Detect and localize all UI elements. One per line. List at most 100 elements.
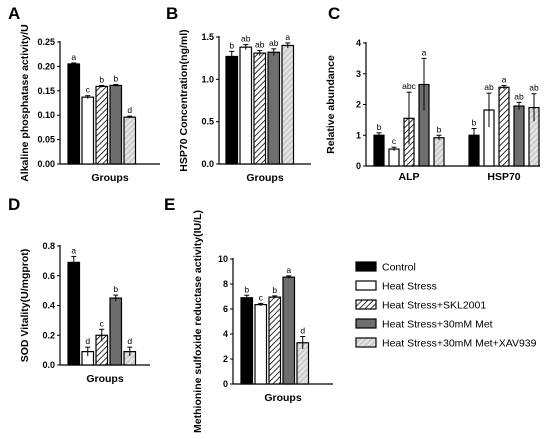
bar-met [109, 84, 123, 165]
bar-control [240, 297, 254, 385]
significance-label: b [244, 284, 249, 294]
bar-met-xav939 [123, 116, 137, 165]
significance-label: abc [402, 81, 416, 91]
bar-skl2001 [268, 296, 282, 385]
significance-label: ab [269, 38, 279, 48]
significance-label: b [272, 285, 277, 295]
y-axis-title: Alkaline phosphatase activity/U [19, 24, 31, 182]
x-axis-title: Groups [264, 392, 301, 404]
significance-label: b [377, 122, 382, 132]
panel-letter: B [166, 4, 178, 23]
significance-label: a [285, 32, 290, 42]
panel-letter: C [328, 4, 340, 23]
panel-letter: E [164, 195, 175, 214]
y-tick-label: 0.05 [37, 135, 55, 145]
y-tick-label: 0.4 [42, 301, 55, 311]
y-tick-label: 1.5 [201, 32, 214, 42]
significance-label: c [392, 136, 397, 146]
y-tick-label: 4 [223, 329, 228, 339]
y-tick-label: 0.8 [42, 241, 55, 251]
legend-swatch-met [355, 318, 377, 329]
y-tick-label: 10 [218, 254, 228, 264]
panel-d: D 0.0 0.2 0.4 0.6 0.8 SOD Vitality(U/mgprot) a d… [8, 195, 150, 385]
legend-swatch-heat-stress [355, 280, 377, 291]
significance-label: c [259, 292, 264, 302]
bar-skl2001 [253, 52, 267, 165]
significance-label: d [85, 336, 90, 346]
significance-label: b [229, 40, 234, 50]
bar-met-xav939 [433, 137, 445, 167]
significance-label: ab [484, 82, 494, 92]
panel-a: A 0.00 0.05 0.10 0.15 0.20 0.25 Alkaline phosph… [8, 4, 160, 184]
bar-met-xav939 [281, 44, 295, 165]
bar-heat-stress [239, 46, 253, 165]
bar-met [109, 297, 123, 366]
significance-label: b [437, 124, 442, 134]
y-tick-label: 0.15 [37, 86, 55, 96]
significance-label: a [286, 265, 291, 275]
legend-label: Heat Stress+30mM Met+XAV939 [382, 338, 537, 350]
y-tick-label: 0.00 [37, 159, 55, 169]
legend-swatch-control [355, 261, 377, 272]
y-axis-title: SOD Vitality(U/mgprot) [19, 249, 31, 363]
bar-control [373, 134, 385, 167]
panel-letter: A [8, 4, 20, 23]
y-axis-title: HSP70 Concentration(ng/ml) [178, 29, 190, 171]
significance-label: d [300, 326, 305, 336]
y-tick-label: 0.25 [37, 37, 55, 47]
x-axis-title: Groups [86, 373, 123, 385]
x-axis-title: Groups [246, 172, 283, 184]
y-tick-label: 1.0 [201, 74, 214, 84]
significance-label: d [127, 105, 132, 115]
y-tick-label: 2 [223, 354, 228, 364]
panel-b: B 0.0 0.5 1.0 1.5 HSP70 Concentration(ng/ml) b… [166, 4, 311, 184]
significance-label: ab [241, 34, 251, 44]
y-tick-label: 0.0 [42, 360, 55, 370]
significance-label: b [113, 73, 118, 83]
y-tick-label: 0.5 [201, 117, 214, 127]
bar-met [513, 105, 525, 167]
x-group-label: ALP [399, 171, 420, 183]
bar-met [267, 51, 281, 165]
significance-label: a [422, 47, 427, 57]
bar-heat-stress [254, 304, 268, 385]
x-axis-title: Groups [91, 172, 128, 184]
y-tick-label: 0.6 [42, 271, 55, 281]
bar-skl2001 [95, 85, 109, 165]
significance-label: b [472, 117, 477, 127]
y-tick-label: 0.0 [201, 159, 214, 169]
y-tick-label: 3 [356, 69, 361, 79]
significance-label: ab [529, 83, 539, 93]
significance-label: b [99, 74, 104, 84]
y-tick-label: 0.10 [37, 110, 55, 120]
bar-met [282, 276, 296, 385]
y-axis-title: Relative abundance [325, 55, 337, 154]
bar-heat-stress [81, 96, 95, 165]
significance-label: c [86, 85, 91, 95]
significance-label: a [502, 74, 507, 84]
y-tick-label: 0.2 [42, 330, 55, 340]
bar-control [67, 261, 81, 366]
bar-control [67, 63, 81, 165]
x-group-label: HSP70 [487, 171, 520, 183]
y-tick-label: 6 [223, 304, 228, 314]
bar-control [225, 55, 239, 165]
panel-letter: D [8, 195, 20, 214]
y-tick-label: 1 [356, 130, 361, 140]
y-tick-label: 4 [356, 38, 361, 48]
significance-label: ab [255, 40, 265, 50]
bar-skl2001 [498, 86, 510, 167]
significance-label: ab [514, 91, 524, 101]
legend-label: Heat Stress+SKL2001 [382, 300, 486, 312]
significance-label: a [71, 52, 76, 62]
bar-heat-stress [388, 148, 400, 167]
legend-swatch-met-xav939 [355, 337, 377, 348]
y-axis-title: Methionine sulfoxide reductase activity(… [192, 210, 204, 433]
y-tick-label: 0 [356, 161, 361, 171]
significance-label: b [113, 284, 118, 294]
y-tick-label: 0.20 [37, 61, 55, 71]
significance-label: a [71, 245, 76, 255]
